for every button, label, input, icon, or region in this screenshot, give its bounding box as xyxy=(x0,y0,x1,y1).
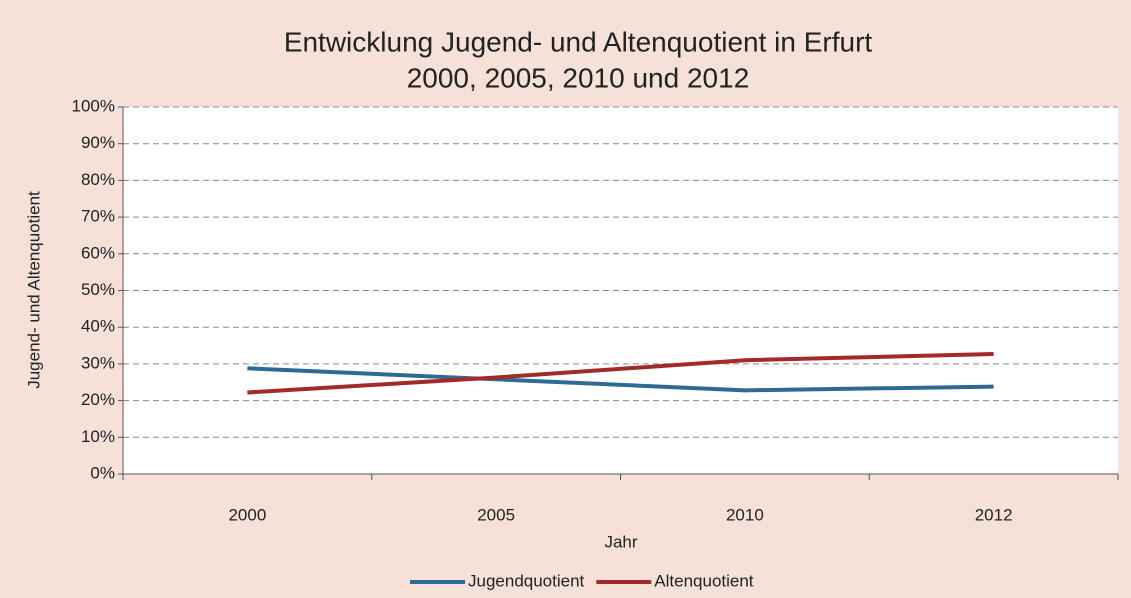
y-tick-label: 10% xyxy=(81,427,115,446)
y-tick-label: 80% xyxy=(81,170,115,189)
y-axis-label: Jugend- und Altenquotient xyxy=(24,191,43,389)
y-tick-label: 20% xyxy=(81,390,115,409)
y-tick-label: 70% xyxy=(81,207,115,226)
legend-label: Jugendquotient xyxy=(468,571,585,590)
x-tick-label: 2012 xyxy=(975,505,1013,524)
y-tick-label: 0% xyxy=(90,463,115,482)
x-tick-label: 2010 xyxy=(726,505,764,524)
y-tick-label: 30% xyxy=(81,353,115,372)
y-tick-label: 90% xyxy=(81,133,115,152)
y-tick-label: 100% xyxy=(72,96,115,115)
series-line xyxy=(247,351,994,395)
y-tick-label: 60% xyxy=(81,243,115,262)
legend-label: Altenquotient xyxy=(654,571,754,590)
chart-subtitle: 2000, 2005, 2010 und 2012 xyxy=(407,62,750,93)
series-line xyxy=(247,366,994,393)
y-tick-label: 40% xyxy=(81,317,115,336)
x-tick-label: 2005 xyxy=(477,505,515,524)
chart-title: Entwicklung Jugend- und Altenquotient in… xyxy=(284,26,873,57)
x-axis-label: Jahr xyxy=(604,532,637,551)
x-tick-label: 2000 xyxy=(228,505,266,524)
y-tick-label: 50% xyxy=(81,280,115,299)
